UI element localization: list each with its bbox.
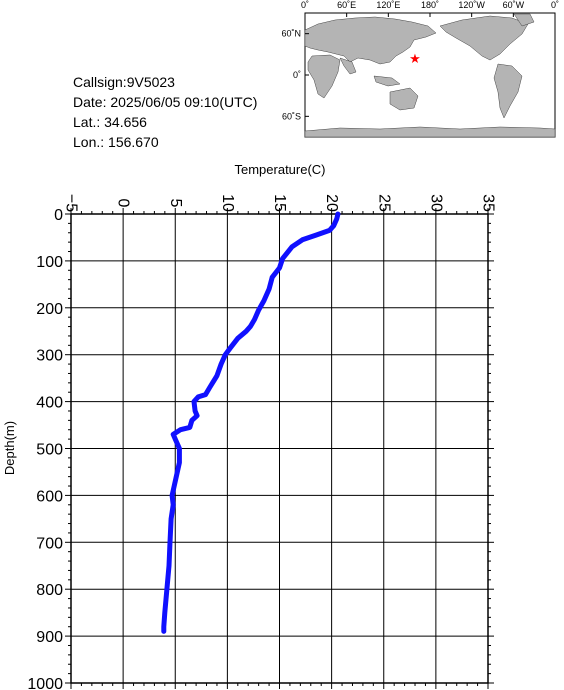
temperature-profile-chart: −5 0 5 10 15 20 25 30 35010020030040050060070080… [27, 194, 496, 690]
y-tick-label: 900 [36, 629, 63, 646]
map-lon-label: 120˚W [458, 0, 485, 10]
x-tick-label: 35 [480, 194, 497, 212]
map-lon-label: 60˚E [337, 0, 356, 10]
map-land [304, 13, 556, 138]
x-tick-label: 20 [323, 194, 340, 212]
map-lon-label: 60˚W [503, 0, 525, 10]
x-axis-label: Temperature(C) [234, 162, 325, 177]
map-lat-label: 0˚ [293, 70, 301, 80]
y-tick-label: 0 [54, 207, 63, 224]
temperature-profile-line [161, 211, 341, 634]
latitude-text: Lat.: 34.656 [73, 114, 147, 130]
y-tick-label: 400 [36, 395, 63, 412]
plot-frame [70, 213, 489, 684]
y-tick-label: 600 [36, 488, 63, 505]
date-text: Date: 2025/06/05 09:10(UTC) [73, 94, 257, 110]
y-tick-label: 1000 [27, 676, 63, 690]
location-marker-icon: ★ [409, 52, 421, 67]
map-lat-label: 60˚S [282, 111, 301, 121]
world-map: ★ 0˚ 60˚E 120˚E 180˚ 120˚W 60˚W 0˚ 60˚N 0˚ 60˚S [281, 0, 559, 138]
longitude-text: Lon.: 156.670 [73, 134, 159, 150]
x-tick-label: 0 [115, 199, 132, 208]
y-axis-label: Depth(m) [2, 421, 17, 475]
y-tick-label: 500 [36, 442, 63, 459]
x-tick-label: 15 [271, 194, 288, 212]
y-tick-label: 100 [36, 254, 63, 271]
map-lon-label: 0˚ [301, 0, 309, 10]
map-lat-label: 60˚N [281, 29, 301, 39]
x-tick-label: 10 [219, 194, 236, 212]
y-tick-label: 200 [36, 301, 63, 318]
map-lon-label: 180˚ [421, 0, 439, 10]
y-tick-label: 300 [36, 348, 63, 365]
callsign-text: Callsign:9V5023 [73, 74, 175, 90]
x-tick-label: 25 [375, 194, 392, 212]
map-lon-label: 120˚E [376, 0, 400, 10]
x-tick-label: 5 [167, 199, 184, 208]
map-lon-label: 0˚ [551, 0, 559, 10]
y-tick-label: 700 [36, 535, 63, 552]
y-tick-label: 800 [36, 582, 63, 599]
x-tick-label: −5 [63, 194, 80, 212]
x-tick-label: 30 [427, 194, 444, 212]
